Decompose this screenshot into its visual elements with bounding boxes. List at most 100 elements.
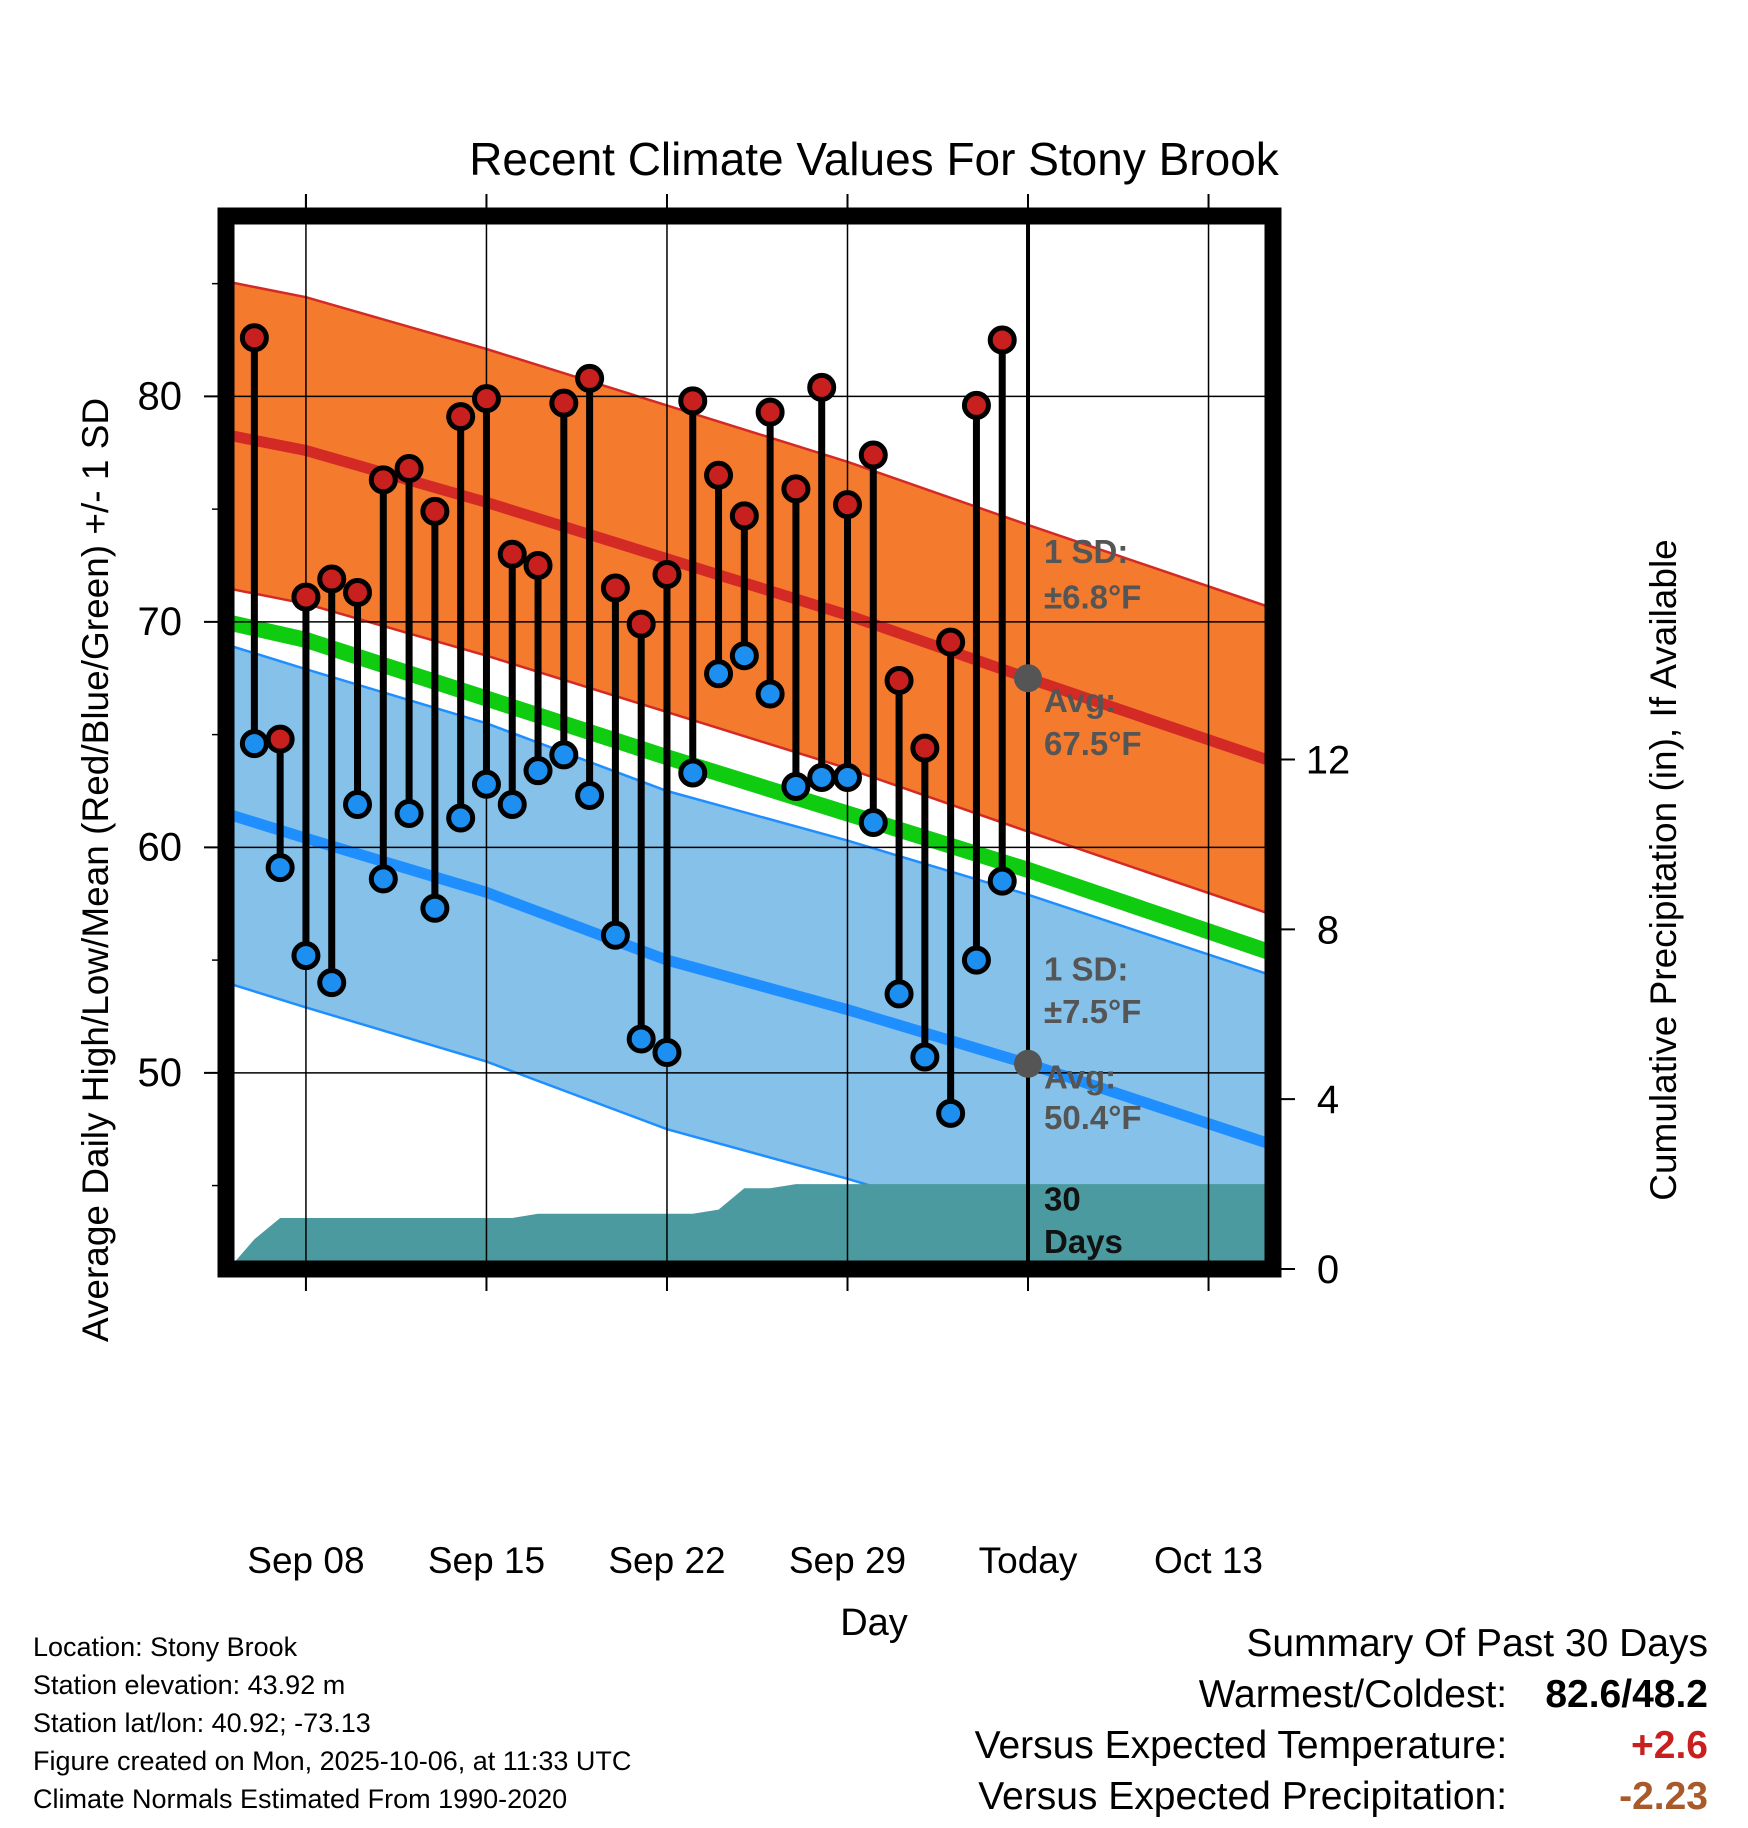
- daily-low-point: [575, 780, 605, 810]
- daily-low-point: [961, 945, 991, 975]
- daily-low-point: [652, 1038, 682, 1068]
- daily-low-point: [987, 866, 1017, 896]
- daily-high-point: [549, 388, 579, 418]
- daily-low-point: [420, 893, 450, 923]
- daily-high-point: [343, 578, 373, 608]
- daily-high-point: [317, 564, 347, 594]
- daily-low-point: [832, 762, 862, 792]
- precip-departure-row: Versus Expected Precipitation: -2.23: [975, 1771, 1708, 1822]
- daily-low-point: [704, 659, 734, 689]
- window-label-days-count: 30: [1044, 1180, 1081, 1217]
- x-tick-label: Sep 08: [247, 1540, 364, 1581]
- low-avg-label: Avg:: [1044, 1059, 1116, 1096]
- precip-departure-value: -2.23: [1619, 1775, 1708, 1818]
- daily-low-point: [910, 1042, 940, 1072]
- daily-low-point: [626, 1024, 656, 1054]
- location-text: Location: Stony Brook: [33, 1632, 298, 1662]
- daily-low-point: [523, 756, 553, 786]
- daily-high-point: [575, 363, 605, 393]
- daily-low-point: [446, 803, 476, 833]
- daily-low-point: [600, 920, 630, 950]
- daily-high-point: [368, 465, 398, 495]
- warm-cold-row: Warmest/Coldest: 82.6/48.2: [975, 1669, 1708, 1720]
- x-tick-label: Sep 29: [789, 1540, 906, 1581]
- daily-high-point: [239, 323, 269, 353]
- daily-high-point: [600, 573, 630, 603]
- y-tick-label: 80: [138, 374, 183, 418]
- high-sd-label: 1 SD:: [1044, 533, 1128, 570]
- window-label-days-word: Days: [1044, 1223, 1123, 1260]
- daily-low-point: [317, 968, 347, 998]
- created-text: Figure created on Mon, 2025-10-06, at 11…: [33, 1746, 632, 1776]
- y2-axis-label: Cumulative Precipitation (in), If Availa…: [1643, 539, 1684, 1201]
- cumulative-precip-area: [228, 1184, 1273, 1269]
- y2-tick-label: 12: [1306, 738, 1351, 782]
- daily-low-point: [291, 941, 321, 971]
- chart-title: Recent Climate Values For Stony Brook: [469, 133, 1280, 185]
- low-sd-band: [226, 644, 1273, 1269]
- daily-high-point: [291, 582, 321, 612]
- daily-low-point: [807, 762, 837, 792]
- daily-high-point: [961, 390, 991, 420]
- daily-low-point: [394, 799, 424, 829]
- daily-low-point: [781, 771, 811, 801]
- station-info: Location: Stony Brook Station elevation:…: [33, 1628, 631, 1818]
- low-sd-label: 1 SD:: [1044, 950, 1128, 987]
- daily-high-point: [755, 397, 785, 427]
- daily-high-point: [704, 460, 734, 490]
- daily-low-point: [239, 729, 269, 759]
- temp-departure-label: Versus Expected Temperature:: [974, 1724, 1508, 1767]
- today-low-avg-marker: [1014, 1049, 1043, 1078]
- daily-low-point: [471, 769, 501, 799]
- latlon-text: Station lat/lon: 40.92; -73.13: [33, 1708, 371, 1738]
- daily-high-point: [910, 733, 940, 763]
- axes: Sep 08 Sep 15 Sep 22 Sep 29 Today Oct 13 50 60 7…: [138, 194, 1351, 1581]
- y-tick-label: 60: [138, 825, 183, 869]
- daily-low-point: [729, 641, 759, 671]
- y-axis-label: Average Daily High/Low/Mean (Red/Blue/Gr…: [75, 398, 116, 1342]
- y-tick-label: 50: [138, 1051, 183, 1095]
- y-tick-label: 70: [138, 600, 183, 644]
- daily-low-point: [497, 790, 527, 820]
- daily-low-point: [858, 808, 888, 838]
- daily-high-point: [807, 372, 837, 402]
- daily-high-point: [265, 724, 295, 754]
- daily-low-point: [678, 758, 708, 788]
- x-tick-label: Sep 22: [608, 1540, 725, 1581]
- daily-low-point: [755, 679, 785, 709]
- plot-frame: [217, 207, 1282, 1278]
- daily-high-point: [652, 560, 682, 590]
- summary-title: Summary Of Past 30 Days: [1246, 1622, 1708, 1665]
- elevation-text: Station elevation: 43.92 m: [33, 1670, 346, 1700]
- normals-text: Climate Normals Estimated From 1990-2020: [33, 1784, 568, 1814]
- x-axis-label: Day: [840, 1602, 908, 1644]
- daily-high-point: [471, 384, 501, 414]
- daily-high-point: [729, 501, 759, 531]
- daily-high-point: [446, 402, 476, 432]
- daily-low-point: [343, 790, 373, 820]
- daily-low-point: [936, 1098, 966, 1128]
- daily-high-point: [858, 440, 888, 470]
- daily-low-point: [884, 979, 914, 1009]
- today-high-avg-marker: [1014, 664, 1043, 693]
- daily-high-point: [884, 665, 914, 695]
- daily-low-point: [265, 853, 295, 883]
- warm-cold-label: Warmest/Coldest:: [1198, 1673, 1508, 1716]
- x-tick-label: Sep 15: [428, 1540, 545, 1581]
- daily-high-point: [394, 454, 424, 484]
- daily-high-point: [936, 627, 966, 657]
- daily-low-point: [549, 740, 579, 770]
- daily-high-point: [497, 539, 527, 569]
- low-sd-value: ±7.5°F: [1044, 993, 1141, 1030]
- y2-tick-label: 4: [1317, 1078, 1339, 1122]
- daily-high-point: [626, 609, 656, 639]
- x-tick-label: Today: [979, 1540, 1078, 1581]
- warm-cold-value: 82.6/48.2: [1545, 1673, 1708, 1716]
- temp-departure-row: Versus Expected Temperature: +2.6: [975, 1720, 1708, 1771]
- low-avg-value: 50.4°F: [1044, 1099, 1142, 1136]
- daily-low-point: [368, 864, 398, 894]
- temp-departure-value: +2.6: [1631, 1724, 1708, 1767]
- daily-high-point: [523, 550, 553, 580]
